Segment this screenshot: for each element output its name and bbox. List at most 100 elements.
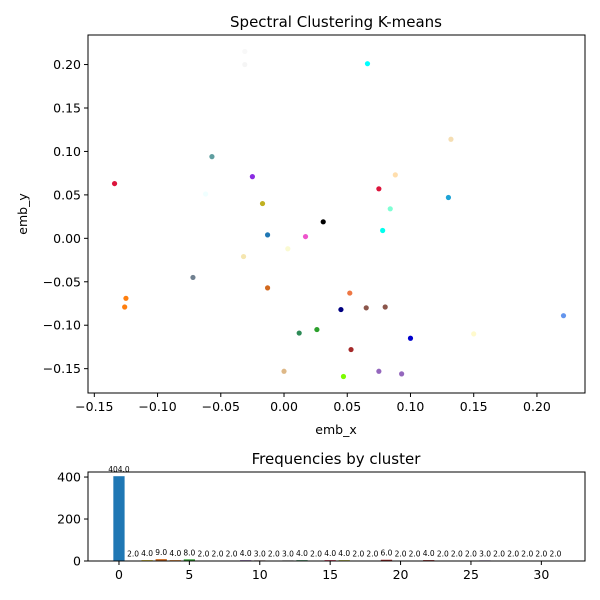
bar-value-label: 2.0 bbox=[226, 550, 238, 559]
scatter-point bbox=[190, 274, 196, 281]
scatter-point bbox=[111, 180, 118, 187]
bar-value-label: 4.0 bbox=[141, 549, 153, 558]
scatter-point bbox=[122, 304, 128, 310]
scatter-x-label: emb_x bbox=[315, 422, 356, 437]
bar-value-label: 2.0 bbox=[409, 550, 421, 559]
bar-x-tick-label: 30 bbox=[533, 567, 549, 582]
bar bbox=[113, 476, 125, 561]
scatter-point bbox=[448, 136, 454, 142]
bar-value-label: 4.0 bbox=[324, 549, 336, 558]
scatter-point bbox=[296, 330, 302, 336]
scatter-point bbox=[347, 290, 353, 296]
bar-value-label: 4.0 bbox=[296, 549, 308, 558]
scatter-points bbox=[111, 48, 567, 380]
scatter-y-tick-label: −0.15 bbox=[43, 361, 81, 376]
bar-value-label: 4.0 bbox=[423, 549, 435, 558]
bar-value-label: 2.0 bbox=[451, 550, 463, 559]
bar-panel: Frequencies by cluster 404.02.0 4.0 9.0 4.0… bbox=[57, 450, 586, 582]
scatter-y-tick-label: 0.05 bbox=[53, 187, 81, 202]
bar-y-tick-label: 400 bbox=[57, 470, 81, 485]
bar-value-label: 2.0 bbox=[535, 550, 547, 559]
scatter-y-tick-label: 0.00 bbox=[53, 231, 81, 246]
scatter-x-tick-label: 0.00 bbox=[270, 399, 298, 414]
scatter-x-tick-label: −0.05 bbox=[202, 399, 240, 414]
bar-x-axis: 0 5 10 15 20 25 30 bbox=[115, 561, 549, 582]
scatter-point bbox=[445, 194, 452, 201]
scatter-point bbox=[399, 371, 405, 377]
scatter-point bbox=[281, 368, 287, 374]
scatter-point bbox=[264, 285, 271, 291]
bar-y-tick-label: 0 bbox=[73, 554, 81, 569]
bar-value-label: 2.0 bbox=[366, 550, 378, 559]
scatter-point bbox=[392, 172, 398, 178]
scatter-x-tick-label: 0.05 bbox=[333, 399, 361, 414]
bar-x-tick-label: 10 bbox=[252, 567, 268, 582]
scatter-axes-frame bbox=[87, 34, 586, 394]
scatter-y-tick-label: −0.10 bbox=[43, 318, 81, 333]
scatter-x-tick-label: 0.10 bbox=[397, 399, 425, 414]
scatter-point bbox=[340, 373, 347, 380]
scatter-point bbox=[249, 174, 255, 180]
bar-value-label: 9.0 bbox=[155, 548, 167, 557]
scatter-point bbox=[242, 61, 248, 68]
scatter-point bbox=[209, 154, 215, 160]
bar-value-label: 2.0 bbox=[310, 550, 322, 559]
scatter-point bbox=[338, 306, 344, 313]
scatter-point bbox=[123, 295, 129, 301]
bar-x-tick-label: 15 bbox=[322, 567, 338, 582]
bar-value-label: 2.0 bbox=[493, 550, 505, 559]
bar-value-label: 2.0 bbox=[465, 550, 477, 559]
scatter-y-axis: −0.15 −0.10 −0.05 0.00 0.05 0.10 0.15 0.20 bbox=[43, 57, 88, 376]
bar-value-label: 2.0 bbox=[127, 550, 139, 559]
bar-axes-frame bbox=[87, 471, 586, 562]
scatter-y-tick-label: −0.05 bbox=[43, 274, 81, 289]
scatter-point bbox=[302, 233, 309, 240]
scatter-point bbox=[407, 335, 414, 341]
bar-value-label: 4.0 bbox=[338, 549, 350, 558]
scatter-x-tick-label: −0.15 bbox=[75, 399, 113, 414]
bar-value-label: 2.0 bbox=[395, 550, 407, 559]
scatter-x-tick-label: 0.15 bbox=[460, 399, 488, 414]
scatter-point bbox=[259, 200, 266, 207]
bar-value-label: 404.0 bbox=[108, 465, 130, 474]
bar-value-label: 2.0 bbox=[352, 550, 364, 559]
scatter-y-label: emb_y bbox=[15, 193, 30, 235]
scatter-x-tick-label: −0.10 bbox=[138, 399, 176, 414]
bar-value-label: 4.0 bbox=[240, 549, 252, 558]
bar-y-tick-label: 200 bbox=[57, 512, 81, 527]
scatter-point bbox=[560, 313, 567, 319]
scatter-point bbox=[285, 246, 291, 252]
bar-value-label: 2.0 bbox=[549, 550, 561, 559]
scatter-x-axis: −0.15 −0.10 −0.05 0.00 0.05 0.10 0.15 0.20 bbox=[75, 393, 551, 414]
bar-x-tick-label: 0 bbox=[115, 567, 123, 582]
scatter-point bbox=[380, 227, 386, 234]
bar-x-tick-label: 5 bbox=[185, 567, 193, 582]
bar-value-label: 2.0 bbox=[521, 550, 533, 559]
bar-value-label: 2.0 bbox=[212, 550, 224, 559]
bar-value-label: 2.0 bbox=[437, 550, 449, 559]
scatter-point bbox=[382, 304, 388, 310]
bar-value-label: 3.0 bbox=[254, 549, 266, 558]
scatter-panel: Spectral Clustering K-means −0.15 −0.10 −0… bbox=[15, 13, 586, 437]
bar-value-label: 2.0 bbox=[197, 550, 209, 559]
scatter-point bbox=[348, 346, 354, 353]
bar-value-labels: 404.02.0 4.0 9.0 4.0 8.0 2.0 2.0 2.0 4.0 3.0 2.0 3.… bbox=[108, 465, 561, 558]
scatter-point bbox=[471, 331, 477, 337]
bar-x-tick-label: 20 bbox=[393, 567, 409, 582]
scatter-point bbox=[264, 232, 271, 238]
scatter-point bbox=[240, 253, 247, 260]
bar-value-label: 2.0 bbox=[268, 550, 280, 559]
bar bbox=[155, 559, 167, 561]
scatter-title: Spectral Clustering K-means bbox=[230, 13, 442, 31]
bar-value-label: 8.0 bbox=[183, 548, 195, 557]
scatter-y-tick-label: 0.20 bbox=[53, 57, 81, 72]
bar bbox=[183, 559, 195, 561]
bar-y-axis: 0 200 400 bbox=[57, 470, 88, 569]
bar-value-label: 3.0 bbox=[282, 549, 294, 558]
bar-value-label: 2.0 bbox=[507, 550, 519, 559]
scatter-x-tick-label: 0.20 bbox=[523, 399, 551, 414]
scatter-point bbox=[203, 191, 209, 197]
scatter-point bbox=[320, 219, 326, 225]
scatter-point bbox=[363, 305, 369, 311]
